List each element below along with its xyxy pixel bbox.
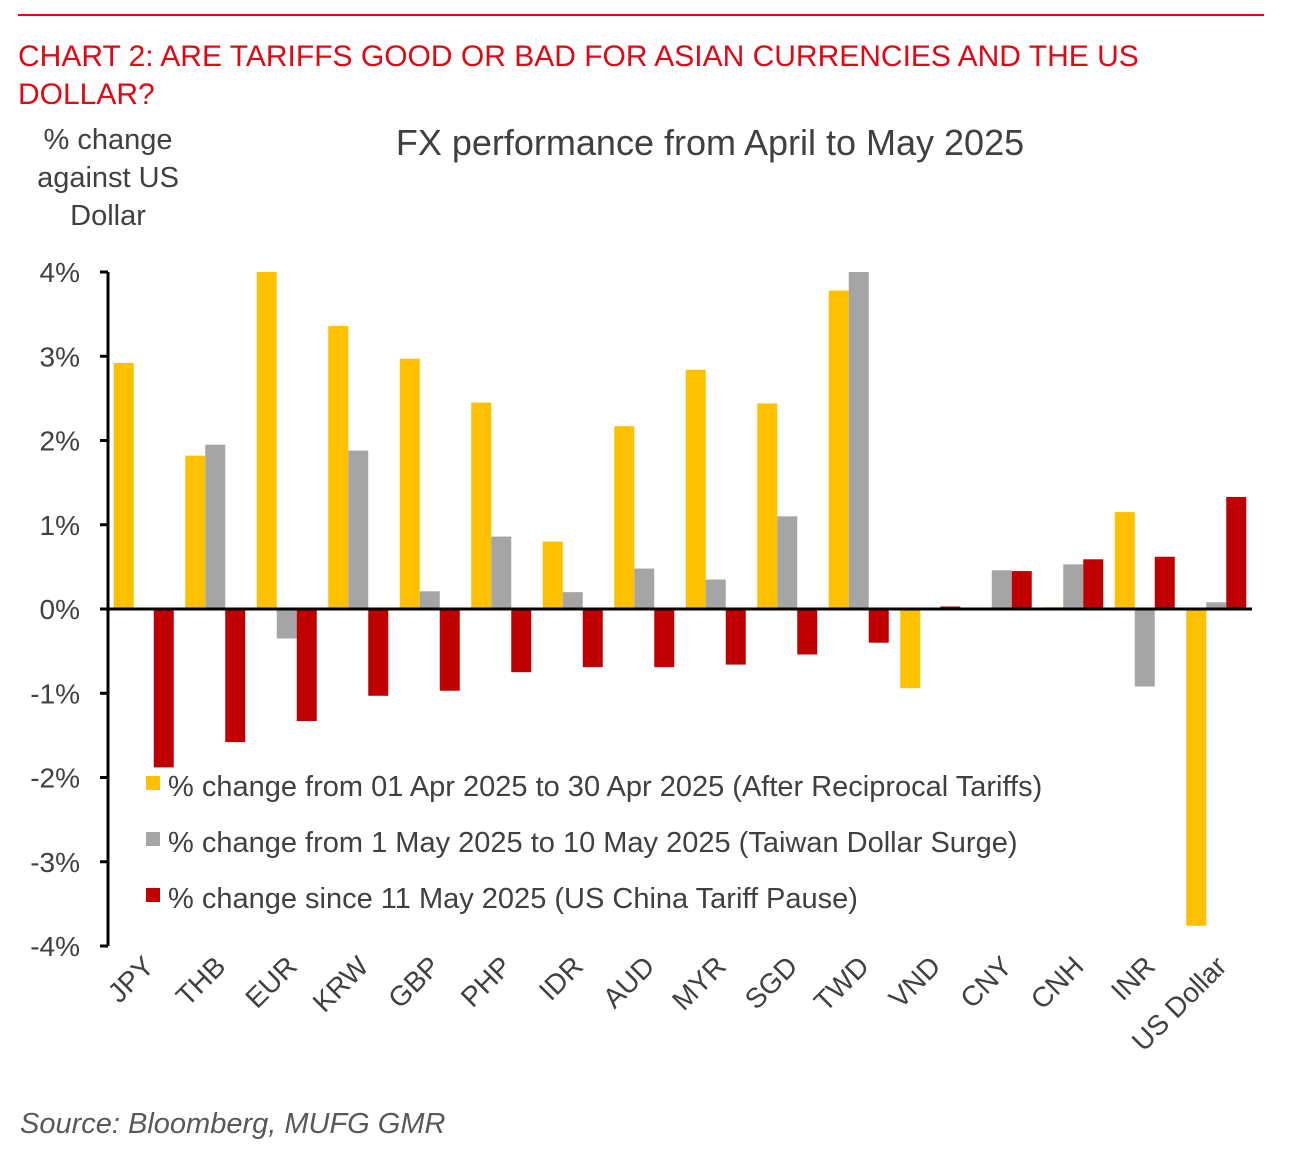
- bar-idr-series-3: [582, 609, 603, 668]
- legend-label: % change from 1 May 2025 to 10 May 2025 …: [168, 827, 1018, 859]
- y-axis-label-line: Dollar: [70, 200, 146, 232]
- legend-label: % change from 01 Apr 2025 to 30 Apr 2025…: [168, 771, 1042, 803]
- x-tick-label: AUD: [597, 950, 661, 1014]
- x-tick-label: JPY: [102, 950, 160, 1008]
- x-tick-label: CNY: [954, 950, 1018, 1014]
- bar-php-series-2: [491, 536, 512, 609]
- x-tick-label: EUR: [239, 950, 303, 1014]
- bar-us-dollar-series-3: [1226, 496, 1247, 609]
- bar-myr-series-3: [725, 609, 746, 665]
- top-rule: [18, 14, 1264, 16]
- bar-sgd-series-1: [757, 403, 778, 609]
- legend-swatch: [146, 776, 160, 790]
- bar-myr-series-2: [705, 579, 726, 609]
- y-axis-label: % change against US Dollar: [37, 124, 179, 232]
- y-tick-label: -2%: [30, 763, 80, 794]
- bar-us-dollar-series-1: [1186, 609, 1207, 926]
- bar-gbp-series-2: [419, 591, 440, 609]
- y-axis-label-line: against US: [37, 162, 179, 194]
- bar-php-series-1: [471, 402, 492, 609]
- chart-title: FX performance from April to May 2025: [396, 122, 1024, 163]
- bar-myr-series-1: [685, 369, 706, 609]
- y-tick-label: 2%: [40, 426, 80, 457]
- bar-us-dollar-series-2: [1206, 602, 1227, 609]
- x-tick-label: MYR: [666, 950, 732, 1016]
- bar-eur-series-3: [296, 609, 317, 722]
- x-tick-label: INR: [1105, 950, 1161, 1006]
- bar-aud-series-3: [654, 609, 675, 668]
- x-tick-label: TWD: [808, 950, 875, 1017]
- x-tick-label: SGD: [739, 950, 804, 1015]
- legend-swatch: [146, 888, 160, 902]
- y-tick-label: -1%: [30, 678, 80, 709]
- bar-cny-series-3: [1011, 571, 1032, 609]
- bar-thb-series-2: [205, 444, 226, 609]
- bar-gbp-series-1: [399, 358, 420, 609]
- bar-thb-series-3: [225, 609, 246, 743]
- source-note: Source: Bloomberg, MUFG GMR: [20, 1108, 446, 1140]
- bar-twd-series-2: [848, 272, 869, 609]
- y-axis-label-line: % change: [44, 124, 173, 156]
- x-tick-label: PHP: [455, 950, 518, 1013]
- bar-eur-series-1: [256, 272, 277, 609]
- legend-label: % change since 11 May 2025 (US China Tar…: [168, 883, 858, 915]
- bar-cny-series-2: [991, 570, 1012, 609]
- bar-idr-series-1: [542, 541, 563, 609]
- y-tick-label: 1%: [40, 510, 80, 541]
- x-tick-label: THB: [170, 950, 232, 1012]
- bar-krw-series-2: [348, 450, 369, 609]
- x-tick-label: IDR: [533, 950, 589, 1006]
- legend-swatch: [146, 832, 160, 846]
- bar-twd-series-1: [828, 290, 849, 609]
- bar-cnh-series-2: [1063, 564, 1084, 609]
- bar-eur-series-2: [276, 609, 297, 639]
- y-tick-label: -4%: [30, 931, 80, 962]
- bar-twd-series-3: [868, 609, 889, 643]
- bar-vnd-series-1: [900, 609, 921, 689]
- bar-krw-series-1: [328, 325, 349, 609]
- x-tick-label: GBP: [382, 950, 446, 1014]
- x-tick-label: KRW: [307, 950, 375, 1018]
- bar-jpy-series-1: [113, 362, 134, 609]
- x-tick-label: CNH: [1025, 950, 1090, 1015]
- bar-aud-series-1: [614, 426, 635, 609]
- legend: % change from 01 Apr 2025 to 30 Apr 2025…: [146, 771, 1042, 915]
- x-tick-label: VND: [883, 950, 947, 1014]
- bar-gbp-series-3: [439, 609, 460, 691]
- bar-jpy-series-3: [153, 609, 174, 768]
- bar-aud-series-2: [634, 568, 655, 609]
- chart-heading: CHART 2: ARE TARIFFS GOOD OR BAD FOR ASI…: [18, 40, 1139, 111]
- y-tick-label: -3%: [30, 847, 80, 878]
- y-tick-label: 0%: [40, 594, 80, 625]
- bar-inr-series-1: [1114, 512, 1135, 609]
- bar-sgd-series-2: [777, 516, 798, 609]
- bar-krw-series-3: [368, 609, 389, 696]
- y-tick-label: 3%: [40, 341, 80, 372]
- bar-inr-series-2: [1134, 609, 1155, 687]
- bar-idr-series-2: [562, 592, 583, 609]
- bar-php-series-3: [511, 609, 532, 673]
- y-tick-label: 4%: [40, 257, 80, 288]
- bar-inr-series-3: [1154, 556, 1175, 609]
- bar-thb-series-1: [185, 455, 206, 609]
- bar-sgd-series-3: [797, 609, 818, 655]
- bar-cnh-series-3: [1083, 559, 1104, 609]
